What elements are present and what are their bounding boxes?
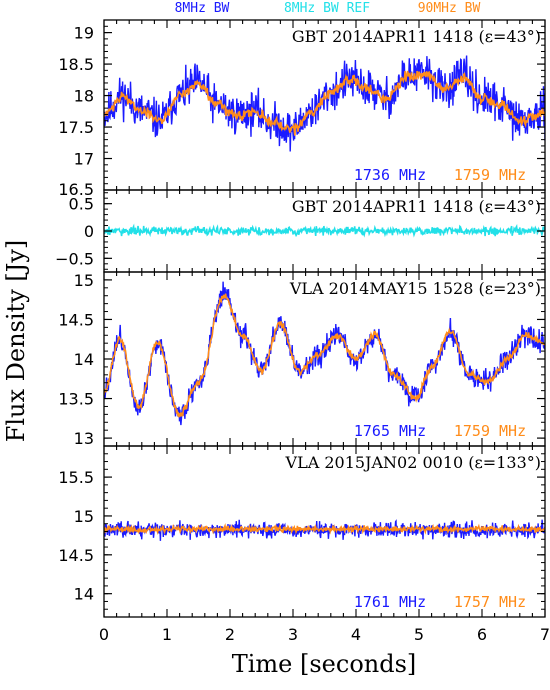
x-tick-label: 0 <box>99 625 109 644</box>
y-tick-label: 18 <box>74 87 94 106</box>
x-tick-label: 1 <box>162 625 172 644</box>
y-tick-label: 14 <box>74 585 94 604</box>
legend-8mhz-bw: 8MHz BW <box>175 1 230 16</box>
x-tick-label: 5 <box>414 625 424 644</box>
panel-1: 17 17.5 18 18.5 19 16.5 GBT 2014APR11 1418 (ε=… <box>58 19 546 199</box>
panel-frame <box>103 271 546 447</box>
legend-90mhz-bw: 90MHz BW <box>418 1 481 16</box>
y-tick-label: 15 <box>74 507 94 526</box>
y-tick-label: 13.5 <box>58 390 94 409</box>
x-tick-label: 6 <box>477 625 487 644</box>
y-tick-label: −0.5 <box>55 249 94 268</box>
y-tick-label: 0.5 <box>69 195 94 214</box>
y-tick-label: 0 <box>84 222 94 241</box>
panel-title: VLA 2014MAY15 1528 (ε=23°) <box>289 279 541 298</box>
freq-label-8mhz: 1736 MHz <box>354 166 426 184</box>
y-tick-label: 18.5 <box>58 55 94 74</box>
y-tick-label: 17.5 <box>58 118 94 137</box>
freq-label-90mhz: 1759 MHz <box>454 422 526 440</box>
x-tick-label: 4 <box>351 625 361 644</box>
y-tick-label: 17 <box>74 150 94 169</box>
series-4-2-line <box>104 522 545 535</box>
y-tick-label: 14.5 <box>58 310 94 329</box>
x-tick-label: 7 <box>540 625 550 644</box>
panel-title: GBT 2014APR11 1418 (ε=43°) <box>292 197 541 216</box>
y-tick-label: 15.5 <box>58 468 94 487</box>
panel-4: 14 14.5 15 15.5 VLA 2015JAN02 0010 (ε=133°) 1… <box>58 445 546 618</box>
panel-3: 13 13.5 14 14.5 15 VLA 2014MAY15 1528 (ε=23°)… <box>58 271 546 448</box>
panel-2: −0.5 0 0.5 GBT 2014APR11 1418 (ε=43°) <box>55 189 546 273</box>
y-tick-label: 16.5 <box>58 180 94 199</box>
y-tick-label: 13 <box>74 429 94 448</box>
x-axis-label: Time [seconds] <box>232 650 417 678</box>
y-axis-label: Flux Density [Jy] <box>2 240 30 443</box>
series-3-1-line <box>104 281 545 426</box>
freq-label-8mhz: 1765 MHz <box>354 422 426 440</box>
panel-title: GBT 2014APR11 1418 (ε=43°) <box>292 27 541 46</box>
freq-label-8mhz: 1761 MHz <box>354 593 426 611</box>
series-1-2-line <box>104 70 545 136</box>
series-1-1-line <box>104 55 545 152</box>
y-tick-label: 15 <box>74 271 94 290</box>
y-tick-label: 14.5 <box>58 546 94 565</box>
legend-8mhz-bw-ref: 8MHz BW REF <box>284 1 370 16</box>
series-2-1-line <box>104 223 545 238</box>
y-tick-label: 19 <box>74 24 94 43</box>
panel-title: VLA 2015JAN02 0010 (ε=133°) <box>285 453 541 472</box>
x-tick-label: 3 <box>288 625 298 644</box>
y-tick-label: 14 <box>74 350 94 369</box>
series-3-2-line <box>104 293 545 418</box>
x-tick-label: 2 <box>225 625 235 644</box>
freq-label-90mhz: 1759 MHz <box>454 166 526 184</box>
freq-label-90mhz: 1757 MHz <box>454 593 526 611</box>
